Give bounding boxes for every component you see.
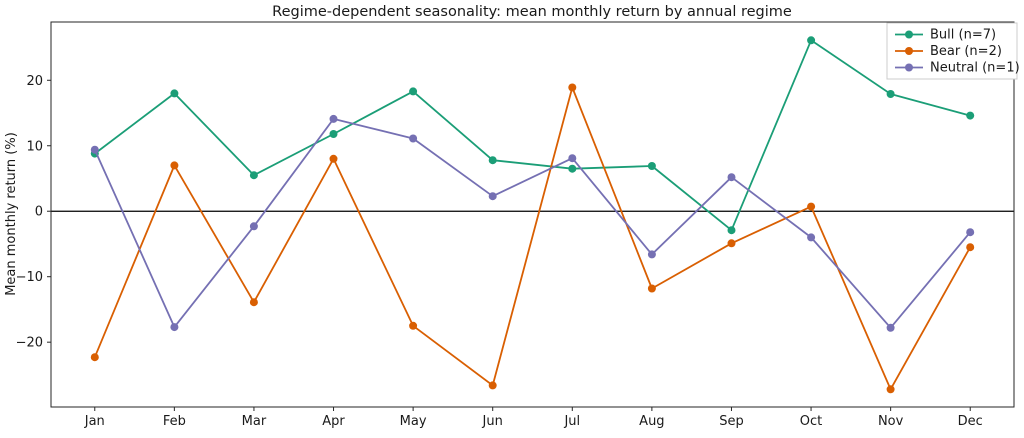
chart-title: Regime-dependent seasonality: mean month… xyxy=(272,4,792,20)
plot-border xyxy=(50,21,1015,408)
series-marker-neutral xyxy=(727,173,736,182)
x-tick-label: Mar xyxy=(242,414,267,429)
legend-marker-bear xyxy=(905,47,913,55)
series-marker-bear xyxy=(170,161,179,170)
series-marker-bear xyxy=(647,284,656,293)
series-marker-neutral xyxy=(249,222,258,231)
series-marker-neutral xyxy=(966,228,975,237)
legend-label-bear: Bear (n=2) xyxy=(930,44,1002,59)
x-tick-label: Nov xyxy=(878,414,904,429)
series-marker-neutral xyxy=(329,114,338,123)
series-marker-neutral xyxy=(488,192,497,201)
series-marker-bear xyxy=(727,239,736,248)
series-marker-bull xyxy=(409,87,418,96)
series-marker-bear xyxy=(966,243,975,252)
y-axis-label: Mean monthly return (%) xyxy=(4,132,19,296)
legend-label-bull: Bull (n=7) xyxy=(930,28,996,43)
series-marker-bear xyxy=(488,381,497,390)
x-tick-label: Jan xyxy=(84,414,105,429)
x-tick-label: Aug xyxy=(639,414,664,429)
series-line-bear xyxy=(93,86,971,391)
y-tick-label: 10 xyxy=(26,139,43,154)
series-marker-bear xyxy=(886,385,895,394)
legend-item-neutral: Neutral (n=1) xyxy=(895,61,1020,76)
x-tick-label: Dec xyxy=(958,414,983,429)
x-tick-label: May xyxy=(400,414,427,429)
x-tick-label: Sep xyxy=(719,414,744,429)
series-marker-bear xyxy=(249,298,258,307)
series-marker-bull xyxy=(488,156,497,165)
legend-label-neutral: Neutral (n=1) xyxy=(930,61,1020,76)
series-line-bull xyxy=(94,39,971,232)
series-marker-bear xyxy=(807,202,816,211)
series-marker-bull xyxy=(170,89,179,98)
series-marker-bull xyxy=(568,164,577,173)
series-marker-neutral xyxy=(807,233,816,242)
series-marker-bull xyxy=(329,130,338,138)
series-marker-bear xyxy=(568,83,577,92)
legend-marker-neutral xyxy=(905,63,913,72)
series-marker-bear xyxy=(90,353,99,362)
series-marker-neutral xyxy=(409,134,418,143)
x-tick-label: Jun xyxy=(482,414,503,429)
series-marker-neutral xyxy=(886,323,895,332)
series-marker-neutral xyxy=(90,145,99,154)
series-marker-bull xyxy=(249,171,258,180)
series-marker-neutral xyxy=(170,323,179,332)
legend-item-bull: Bull (n=7) xyxy=(895,28,996,43)
series-marker-bear xyxy=(329,154,338,163)
series-marker-bull xyxy=(807,36,816,45)
x-tick-label: Apr xyxy=(322,414,345,429)
y-tick-label: −10 xyxy=(16,270,43,285)
legend-marker-bull xyxy=(905,30,913,39)
series-marker-neutral xyxy=(647,250,656,259)
y-tick-label: −20 xyxy=(16,336,43,351)
legend-item-bear: Bear (n=2) xyxy=(895,44,1002,59)
series-marker-bear xyxy=(409,321,418,330)
x-tick-label: Feb xyxy=(163,414,186,429)
series-marker-bull xyxy=(647,162,656,170)
series-marker-bull xyxy=(886,90,895,98)
x-tick-label: Jul xyxy=(563,414,580,429)
y-tick-label: 20 xyxy=(26,74,43,89)
series-marker-bull xyxy=(966,111,975,120)
series-line-neutral xyxy=(93,118,971,329)
series-marker-bull xyxy=(727,226,736,235)
legend: Bull (n=7) Bear (n=2) Neutral (n=1) xyxy=(886,22,1020,80)
y-tick-label: 0 xyxy=(35,205,43,220)
x-tick-label: Oct xyxy=(800,414,822,429)
series-marker-neutral xyxy=(568,154,577,163)
plot-area: −20 −10 0 10 20 Jan Feb Mar Apr May Jun Jul Aug Sep Oc… xyxy=(16,21,1015,429)
